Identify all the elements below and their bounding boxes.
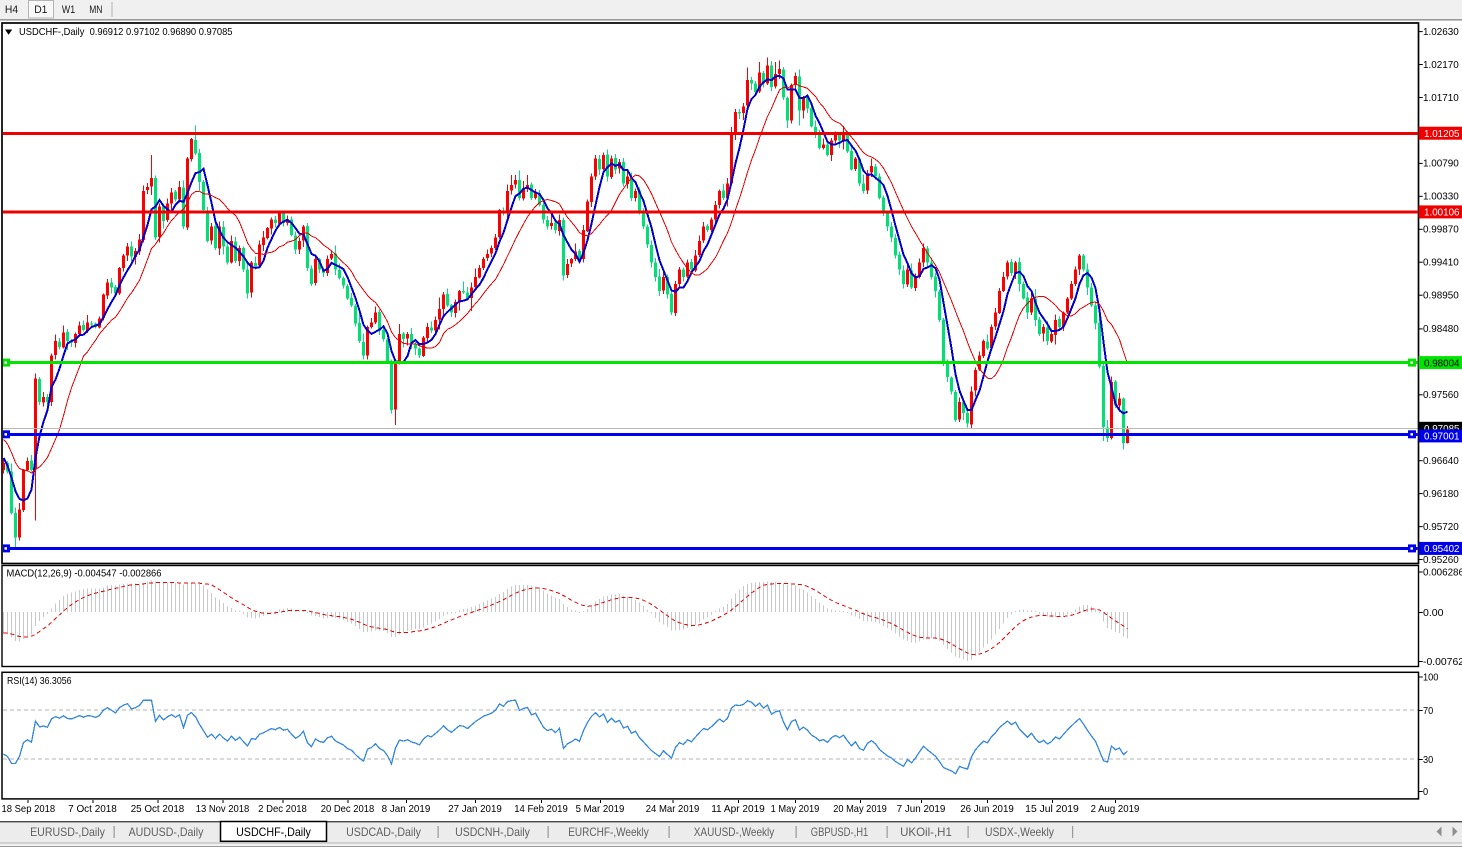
svg-text:-0.00762: -0.00762 — [1423, 657, 1462, 668]
svg-text:7 Jun 2019: 7 Jun 2019 — [897, 804, 946, 815]
svg-text:1 May 2019: 1 May 2019 — [771, 804, 820, 815]
svg-text:W1: W1 — [62, 4, 75, 16]
svg-text:0.95720: 0.95720 — [1423, 522, 1459, 533]
svg-text:RSI(14) 36.3056: RSI(14) 36.3056 — [7, 675, 72, 687]
svg-text:1.02630: 1.02630 — [1423, 27, 1459, 38]
svg-text:0.99410: 0.99410 — [1423, 258, 1459, 269]
svg-text:100: 100 — [1423, 672, 1439, 683]
svg-text:EURCHF-,Weekly: EURCHF-,Weekly — [568, 825, 649, 839]
svg-text:USDCNH-,Daily: USDCNH-,Daily — [455, 825, 530, 839]
svg-text:USDX-,Weekly: USDX-,Weekly — [985, 825, 1054, 839]
svg-text:5 Mar 2019: 5 Mar 2019 — [576, 804, 625, 815]
svg-text:H4: H4 — [5, 4, 18, 16]
svg-text:1.02170: 1.02170 — [1423, 60, 1459, 71]
svg-text:25 Oct 2018: 25 Oct 2018 — [131, 804, 185, 815]
svg-text:0.97560: 0.97560 — [1423, 390, 1459, 401]
svg-text:1.00790: 1.00790 — [1423, 159, 1459, 170]
svg-text:24 Mar 2019: 24 Mar 2019 — [646, 804, 700, 815]
svg-text:0.98004: 0.98004 — [1424, 358, 1460, 369]
svg-text:26 Jun 2019: 26 Jun 2019 — [960, 804, 1014, 815]
svg-text:0.98950: 0.98950 — [1423, 291, 1459, 302]
svg-text:1.01205: 1.01205 — [1424, 129, 1460, 140]
svg-text:USDCAD-,Daily: USDCAD-,Daily — [346, 825, 421, 839]
svg-text:0.006286: 0.006286 — [1423, 567, 1462, 578]
svg-text:D1: D1 — [34, 4, 47, 16]
svg-text:MN: MN — [89, 4, 102, 16]
svg-text:1.01710: 1.01710 — [1423, 93, 1459, 104]
svg-text:0: 0 — [1423, 787, 1428, 798]
svg-text:18 Sep 2018: 18 Sep 2018 — [2, 804, 56, 815]
svg-text:UKOil-,H1: UKOil-,H1 — [900, 825, 952, 839]
svg-text:8 Jan 2019: 8 Jan 2019 — [382, 804, 431, 815]
svg-text:15 Jul 2019: 15 Jul 2019 — [1025, 804, 1079, 815]
svg-text:0.98480: 0.98480 — [1423, 324, 1459, 335]
svg-text:7 Oct 2018: 7 Oct 2018 — [68, 804, 117, 815]
svg-text:11 Apr 2019: 11 Apr 2019 — [711, 804, 765, 815]
svg-text:20 Dec 2018: 20 Dec 2018 — [321, 804, 375, 815]
svg-text:0.96640: 0.96640 — [1423, 456, 1459, 467]
svg-text:USDCHF-,Daily 0.96912 0.97102: USDCHF-,Daily 0.96912 0.97102 0.96890 0.… — [19, 26, 233, 38]
svg-text:MACD(12,26,9) -0.004547 -0.002: MACD(12,26,9) -0.004547 -0.002866 — [7, 568, 162, 580]
svg-text:0.96180: 0.96180 — [1423, 489, 1459, 500]
svg-text:2 Dec 2018: 2 Dec 2018 — [258, 804, 307, 815]
svg-text:0.95260: 0.95260 — [1423, 555, 1459, 566]
svg-text:EURUSD-,Daily: EURUSD-,Daily — [30, 825, 105, 839]
svg-text:XAUUSD-,Weekly: XAUUSD-,Weekly — [694, 825, 775, 839]
svg-text:1.00330: 1.00330 — [1423, 192, 1459, 203]
svg-text:USDCHF-,Daily: USDCHF-,Daily — [236, 825, 311, 839]
svg-text:14 Feb 2019: 14 Feb 2019 — [514, 804, 568, 815]
svg-text:GBPUSD-,H1: GBPUSD-,H1 — [811, 825, 869, 839]
svg-text:0.97001: 0.97001 — [1424, 432, 1460, 443]
svg-text:70: 70 — [1423, 706, 1433, 717]
svg-text:20 May 2019: 20 May 2019 — [833, 804, 887, 815]
svg-text:2 Aug 2019: 2 Aug 2019 — [1091, 804, 1140, 815]
svg-text:0.99870: 0.99870 — [1423, 225, 1459, 236]
svg-text:0.00: 0.00 — [1423, 608, 1444, 619]
svg-text:30: 30 — [1423, 755, 1433, 766]
svg-text:27 Jan 2019: 27 Jan 2019 — [448, 804, 502, 815]
svg-text:0.95402: 0.95402 — [1424, 544, 1460, 555]
svg-text:13 Nov 2018: 13 Nov 2018 — [196, 804, 250, 815]
svg-text:1.00106: 1.00106 — [1424, 208, 1460, 219]
svg-text:AUDUSD-,Daily: AUDUSD-,Daily — [129, 825, 204, 839]
